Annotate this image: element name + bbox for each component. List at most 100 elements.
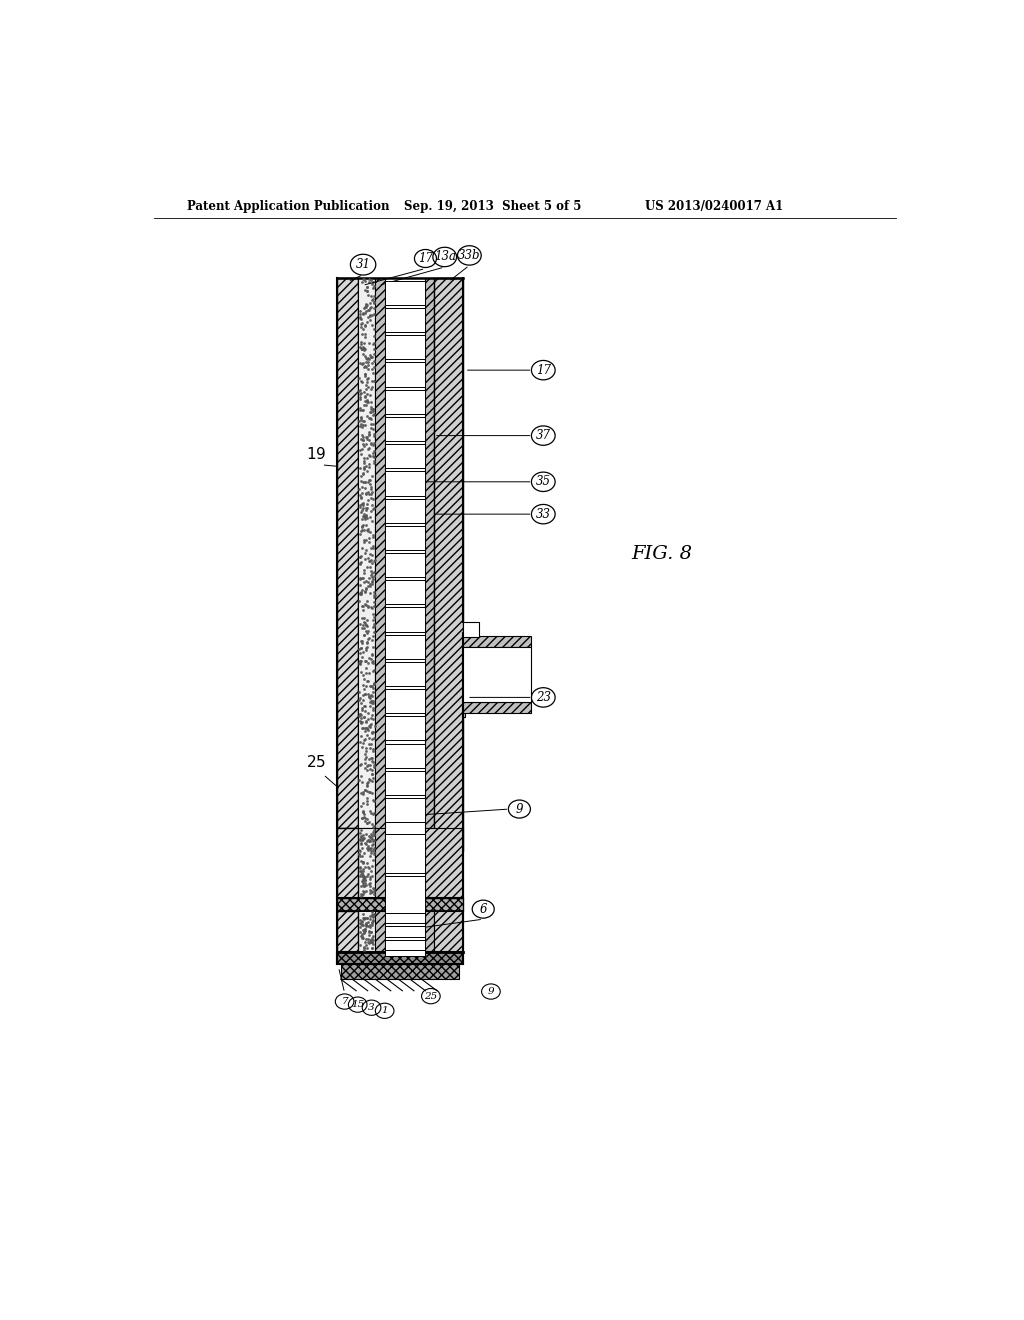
Point xyxy=(360,838,377,859)
Point xyxy=(364,537,380,558)
Point xyxy=(361,845,378,866)
Point xyxy=(354,615,371,636)
Point xyxy=(357,919,374,940)
Point xyxy=(351,652,368,673)
Point xyxy=(358,520,375,541)
Point xyxy=(364,352,380,374)
Point xyxy=(355,920,372,941)
Point xyxy=(353,466,370,487)
Text: 9: 9 xyxy=(487,987,495,997)
Point xyxy=(358,866,375,887)
Point xyxy=(361,543,378,564)
Point xyxy=(367,829,383,850)
Point xyxy=(354,337,371,358)
Point xyxy=(356,717,373,738)
Point xyxy=(355,612,372,634)
Point xyxy=(352,708,369,729)
Point xyxy=(362,921,379,942)
Point xyxy=(366,400,382,421)
Text: Patent Application Publication: Patent Application Publication xyxy=(186,199,389,213)
Point xyxy=(353,399,370,420)
Point xyxy=(364,289,380,310)
Point xyxy=(356,302,373,323)
Point xyxy=(359,284,376,305)
Point xyxy=(352,935,369,956)
Point xyxy=(356,363,373,384)
Point xyxy=(358,500,375,521)
Point xyxy=(359,628,376,649)
Point xyxy=(358,395,375,416)
Point xyxy=(364,771,380,792)
Bar xyxy=(385,525,425,550)
Point xyxy=(364,346,380,367)
Point xyxy=(361,445,378,466)
Point xyxy=(360,471,377,492)
Bar xyxy=(385,717,425,741)
Point xyxy=(367,715,383,737)
Point xyxy=(359,857,376,878)
Point xyxy=(358,711,375,733)
Point xyxy=(357,832,374,853)
Point xyxy=(358,837,375,858)
Point xyxy=(357,529,374,550)
Point xyxy=(360,272,377,293)
Point xyxy=(357,676,374,697)
Point xyxy=(354,866,371,887)
Point xyxy=(360,933,377,954)
Point xyxy=(356,729,373,750)
Point xyxy=(358,294,375,315)
Point xyxy=(364,859,380,880)
Point xyxy=(352,833,369,854)
Point xyxy=(353,925,370,946)
Point xyxy=(366,660,382,681)
Point xyxy=(354,862,371,883)
Point xyxy=(353,338,370,359)
Point xyxy=(361,754,378,775)
Point xyxy=(353,331,370,352)
Point xyxy=(365,616,381,638)
Point xyxy=(362,880,379,902)
Point xyxy=(367,451,383,473)
Point xyxy=(360,517,377,539)
Point xyxy=(352,858,369,879)
Point xyxy=(359,755,376,776)
Point xyxy=(364,643,380,664)
Point xyxy=(352,649,369,671)
Point xyxy=(366,582,382,603)
Point xyxy=(364,931,380,952)
Point xyxy=(358,780,375,801)
Point xyxy=(354,915,371,936)
Point xyxy=(361,915,378,936)
Point xyxy=(361,507,378,528)
Point xyxy=(358,429,375,450)
Point xyxy=(366,450,382,471)
Point xyxy=(354,880,371,902)
Point xyxy=(356,651,373,672)
Point xyxy=(362,916,379,937)
Point xyxy=(366,304,382,325)
Point xyxy=(359,719,376,741)
Point xyxy=(354,861,371,882)
Point xyxy=(351,484,368,506)
Point xyxy=(357,570,374,591)
Point xyxy=(355,923,372,944)
Point xyxy=(359,791,376,812)
Point xyxy=(364,597,380,618)
Point xyxy=(353,516,370,537)
Point xyxy=(359,702,376,723)
Point xyxy=(364,399,380,420)
Point xyxy=(354,506,371,527)
Bar xyxy=(358,911,376,952)
Point xyxy=(353,850,370,871)
Point xyxy=(366,841,382,862)
Point xyxy=(355,851,372,873)
Point xyxy=(355,828,372,849)
Point xyxy=(366,767,382,788)
Point xyxy=(357,294,374,315)
Point xyxy=(364,882,380,903)
Point xyxy=(354,928,371,949)
Point xyxy=(359,306,376,327)
Point xyxy=(366,615,382,636)
Point xyxy=(354,515,371,536)
Point xyxy=(354,494,371,515)
